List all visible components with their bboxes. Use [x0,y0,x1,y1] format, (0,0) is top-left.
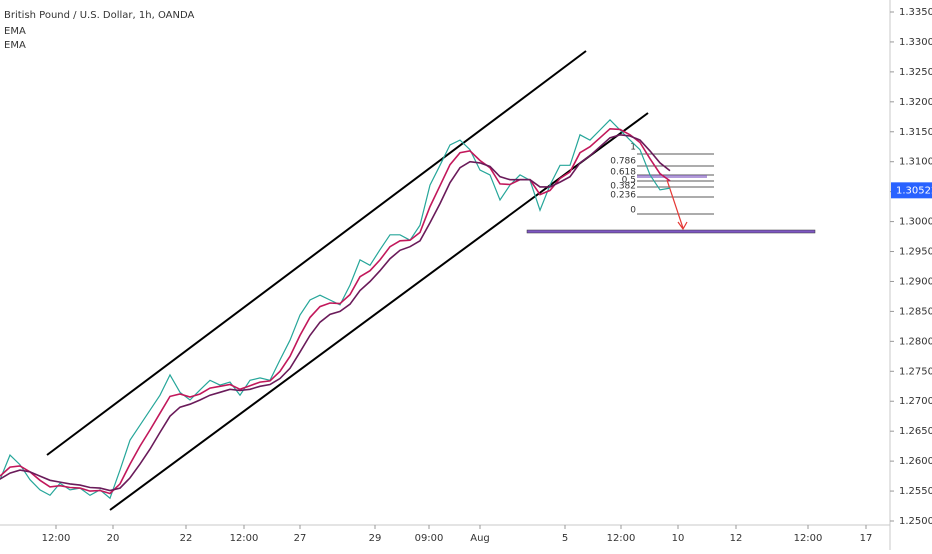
y-tick-label: 1.31500 [899,127,932,138]
last-price-box [891,182,932,199]
channel-upper [46,50,587,456]
chart-title: British Pound / U.S. Dollar, 1h, OANDA [4,10,194,21]
fib-label: 0.618 [610,168,636,178]
y-tick-label: 1.29000 [899,276,932,287]
x-tick-label: 12:00 [794,533,823,544]
fib-label: 0.236 [610,191,636,201]
channel-lower [109,112,649,511]
fib-label: 0.382 [610,182,636,192]
legend-entry: EMA [4,26,26,37]
x-tick-label: 12:00 [607,533,636,544]
y-tick-label: 1.30000 [899,217,932,228]
x-tick-label: 17 [860,533,873,544]
ema-line [0,127,671,495]
y-tick-label: 1.32500 [899,67,932,78]
y-tick-label: 1.28500 [899,306,932,317]
y-tick-label: 1.27000 [899,396,932,407]
fib-label: 0.786 [610,157,636,167]
fib-label: 0 [630,206,636,216]
x-tick-label: Aug [470,533,490,544]
y-tick-label: 1.25000 [899,516,932,527]
price-line [0,118,671,500]
y-tick-label: 1.33500 [899,7,932,18]
legend-entry: EMA [4,40,26,51]
y-tick-label: 1.29500 [899,247,932,258]
last-price-label: 1.30522 [896,185,932,196]
y-tick-label: 1.32000 [899,97,932,108]
support-line [526,229,816,234]
y-tick-label: 1.31000 [899,157,932,168]
fib-highlight [637,175,707,178]
x-tick-label: 12:00 [230,533,259,544]
y-tick-label: 1.28000 [899,336,932,347]
x-tick-label: 09:00 [415,533,444,544]
y-tick-label: 1.33000 [899,37,932,48]
x-tick-label: 20 [107,533,120,544]
x-tick-label: 29 [369,533,382,544]
y-tick-label: 1.26000 [899,456,932,467]
y-tick-label: 1.27500 [899,366,932,377]
x-tick-label: 12:00 [42,533,71,544]
x-tick-label: 22 [180,533,193,544]
x-tick-label: 12 [730,533,743,544]
x-tick-label: 27 [294,533,307,544]
y-tick-label: 1.26500 [899,426,932,437]
x-tick-label: 5 [562,533,568,544]
fib-label: 1 [630,143,636,153]
ema-line [0,133,671,492]
x-tick-label: 10 [672,533,685,544]
fib-label: 0.5 [622,176,636,186]
y-tick-label: 1.25500 [899,486,932,497]
